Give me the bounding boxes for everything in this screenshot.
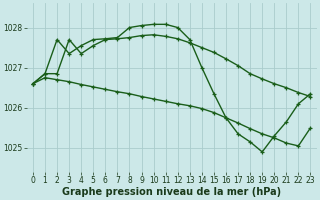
X-axis label: Graphe pression niveau de la mer (hPa): Graphe pression niveau de la mer (hPa) [62,187,281,197]
